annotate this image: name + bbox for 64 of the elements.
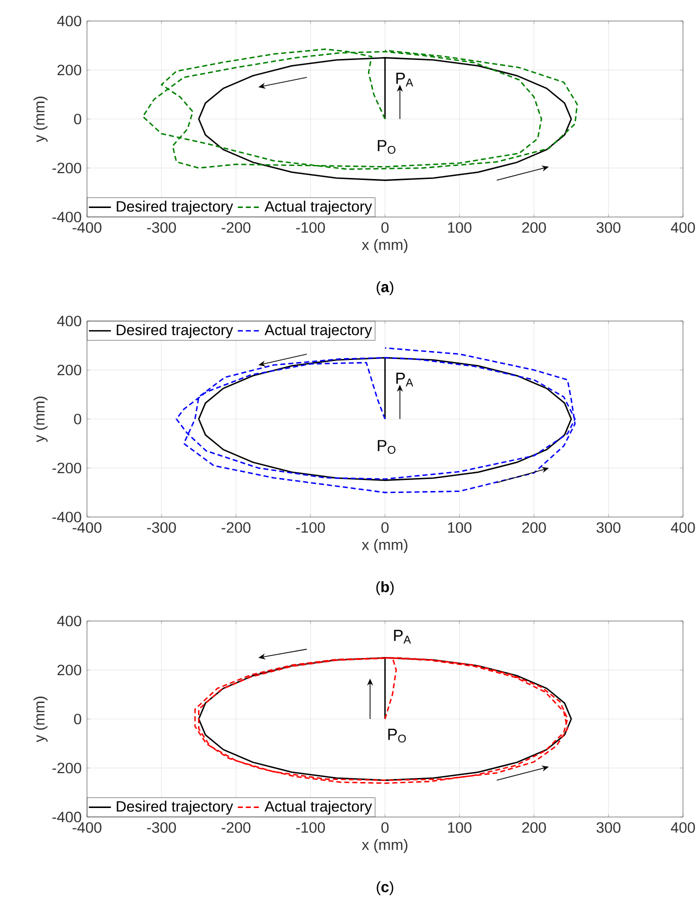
y-tick-label: 200 — [58, 64, 82, 76]
x-tick-label: 200 — [522, 222, 546, 233]
x-tick-label: 100 — [448, 522, 472, 533]
annotation: P$_{O}$ — [388, 728, 406, 743]
y-tick-label: -400 — [52, 212, 82, 222]
x-tick-label: 100 — [448, 222, 472, 233]
y-tick-label: 0 — [74, 414, 82, 424]
y-tick-label: 200 — [58, 664, 82, 676]
x-tick-label: 200 — [522, 522, 546, 533]
y-tick-label: 200 — [58, 364, 82, 376]
x-tick-label: 0 — [381, 222, 389, 233]
x-tick-label: 100 — [448, 822, 472, 833]
y-axis-title: y (mm) — [34, 696, 48, 742]
legend-label: Actual trajectory — [264, 200, 372, 215]
y-tick-label: 0 — [74, 714, 82, 724]
x-tick-label: -300 — [147, 222, 176, 233]
x-tick-label: -100 — [296, 822, 325, 833]
y-tick-label: 400 — [57, 16, 82, 26]
x-tick-label: 400 — [670, 522, 695, 533]
x-tick-label: 300 — [596, 222, 620, 233]
x-tick-label: -200 — [222, 222, 250, 233]
x-axis-title: x (mm) — [362, 539, 408, 553]
x-tick-label: 0 — [381, 822, 389, 833]
y-axis-title: y (mm) — [34, 96, 48, 142]
y-tick-label: 0 — [74, 114, 82, 124]
x-tick-label: 200 — [522, 822, 546, 833]
y-tick-label: -200 — [52, 762, 82, 774]
y-tick-label: 400 — [57, 616, 82, 626]
annotation: P$_{A}$ — [396, 72, 414, 86]
x-tick-label: -200 — [222, 522, 250, 533]
x-tick-label: -100 — [296, 222, 325, 233]
annotation: P$_{A}$ — [396, 372, 414, 386]
x-tick-label: -100 — [296, 522, 325, 533]
legend-label: Actual trajectory — [264, 324, 372, 338]
y-tick-label: -400 — [52, 512, 82, 522]
text: (a) — [376, 281, 394, 296]
line-series — [198, 357, 572, 481]
line-series — [176, 347, 576, 494]
annotation: P$_{A}$ — [394, 630, 411, 644]
y-tick-label: -400 — [52, 812, 82, 822]
text: (c) — [376, 881, 394, 896]
annotation: P$_{O}$ — [378, 440, 396, 454]
x-tick-label: 300 — [596, 522, 620, 533]
text: (b) — [376, 581, 394, 596]
x-tick-label: 0 — [381, 522, 389, 533]
x-axis-title: x (mm) — [362, 239, 408, 253]
legend-label: Actual trajectory — [264, 800, 372, 815]
legend-label: Desired trajectory — [116, 324, 234, 338]
x-tick-label: 300 — [596, 822, 620, 833]
y-axis-title: y (mm) — [34, 396, 48, 442]
y-tick-label: -200 — [52, 462, 82, 474]
legend-label: Desired trajectory — [116, 200, 234, 215]
y-tick-label: -200 — [52, 162, 82, 174]
x-tick-label: 400 — [670, 222, 695, 233]
y-tick-label: 400 — [57, 316, 82, 326]
line-series — [142, 48, 578, 170]
x-tick-label: -200 — [222, 822, 250, 833]
legend-label: Desired trajectory — [116, 800, 234, 815]
x-tick-label: 400 — [670, 822, 695, 833]
x-axis-title: x (mm) — [362, 839, 408, 853]
x-tick-label: -300 — [147, 522, 176, 533]
line-series — [198, 57, 572, 181]
annotation: P$_{O}$ — [378, 140, 396, 154]
x-tick-label: -300 — [147, 822, 176, 833]
